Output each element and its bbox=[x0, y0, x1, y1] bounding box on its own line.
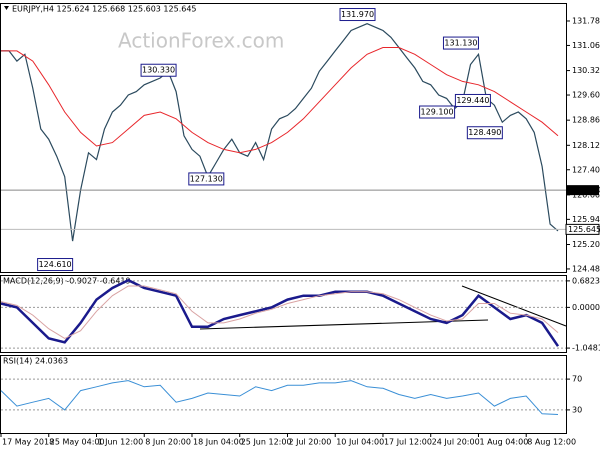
annotation-box bbox=[454, 93, 491, 107]
y-tick-label: 30 bbox=[572, 405, 582, 414]
annotation-box bbox=[419, 105, 456, 119]
x-tick-label: 8 Aug 12:00 bbox=[527, 438, 576, 447]
annotation-box bbox=[140, 63, 177, 77]
y-tick-label: 125.940 bbox=[572, 215, 600, 224]
x-tick-label: 8 Jun 20:00 bbox=[145, 438, 191, 447]
x-tick-label: 24 Jul 20:00 bbox=[432, 438, 480, 447]
macd-panel bbox=[0, 275, 567, 353]
annotation-box bbox=[442, 36, 479, 50]
annotation-label: 131.130 bbox=[444, 39, 477, 48]
series-line bbox=[0, 285, 559, 339]
x-tick-label: 1 Aug 04:00 bbox=[479, 438, 528, 447]
y-tick-label: 131.780 bbox=[572, 16, 600, 25]
y-tick-label: 128.860 bbox=[572, 116, 600, 125]
y-tick-label: -1.0481 bbox=[572, 344, 600, 353]
y-tick-label: 125.200 bbox=[572, 240, 600, 249]
watermark: ActionForex.com bbox=[118, 29, 284, 53]
series-line bbox=[1, 47, 559, 154]
rsi-panel bbox=[0, 355, 567, 434]
y-tick-label: 124.480 bbox=[572, 264, 600, 273]
annotation-box bbox=[466, 126, 503, 140]
x-tick-label: 18 Jun 04:00 bbox=[193, 438, 244, 447]
annotation-label: 124.610 bbox=[39, 260, 72, 269]
series-line bbox=[0, 380, 559, 415]
annotation-box bbox=[188, 172, 225, 186]
x-tick-label: 25 Jun 12:00 bbox=[241, 438, 292, 447]
y-tick-label: 0.0000 bbox=[572, 303, 600, 312]
x-tick-label: 10 Jul 04:00 bbox=[336, 438, 384, 447]
trend-line bbox=[461, 285, 567, 327]
last-box bbox=[565, 223, 600, 235]
y-tick-label: 131.060 bbox=[572, 41, 600, 50]
last-label: 125.645 bbox=[568, 225, 600, 234]
annotation-label: 129.100 bbox=[421, 108, 454, 117]
x-tick-label: 17 May 2018 bbox=[2, 438, 54, 447]
annotation-box bbox=[339, 8, 376, 22]
y-tick-label: 130.320 bbox=[572, 66, 600, 75]
annotation-label: 127.130 bbox=[190, 174, 223, 183]
y-tick-label: 0.6823 bbox=[572, 276, 600, 285]
annotation-label: 131.970 bbox=[341, 10, 374, 19]
x-tick-label: 2 Jul 20:00 bbox=[288, 438, 331, 447]
annotation-label: 129.440 bbox=[456, 96, 489, 105]
annotation-label: 128.490 bbox=[468, 128, 501, 137]
series-line bbox=[0, 278, 560, 347]
series-line bbox=[1, 23, 559, 242]
x-tick-label: 25 May 04:00 bbox=[50, 438, 105, 447]
chart-title: EURJPY,H4 125.624 125.668 125.603 125.64… bbox=[12, 5, 197, 14]
level-label: 126.800 bbox=[568, 186, 600, 195]
level-box bbox=[566, 185, 599, 196]
x-tick-label: 1 Jun 12:00 bbox=[97, 438, 143, 447]
y-tick-label: 70 bbox=[572, 375, 582, 384]
y-tick-label: 128.120 bbox=[572, 141, 600, 150]
annotation-box bbox=[37, 258, 74, 272]
y-tick-label: 127.400 bbox=[572, 165, 600, 174]
x-tick-label: 17 Jul 12:00 bbox=[384, 438, 432, 447]
rsi-title: RSI(14) 24.0363 bbox=[3, 357, 68, 366]
annotation-label: 130.330 bbox=[142, 66, 175, 75]
y-tick-label: 129.600 bbox=[572, 91, 600, 100]
menu-icon bbox=[4, 6, 9, 10]
price-panel bbox=[0, 3, 567, 273]
